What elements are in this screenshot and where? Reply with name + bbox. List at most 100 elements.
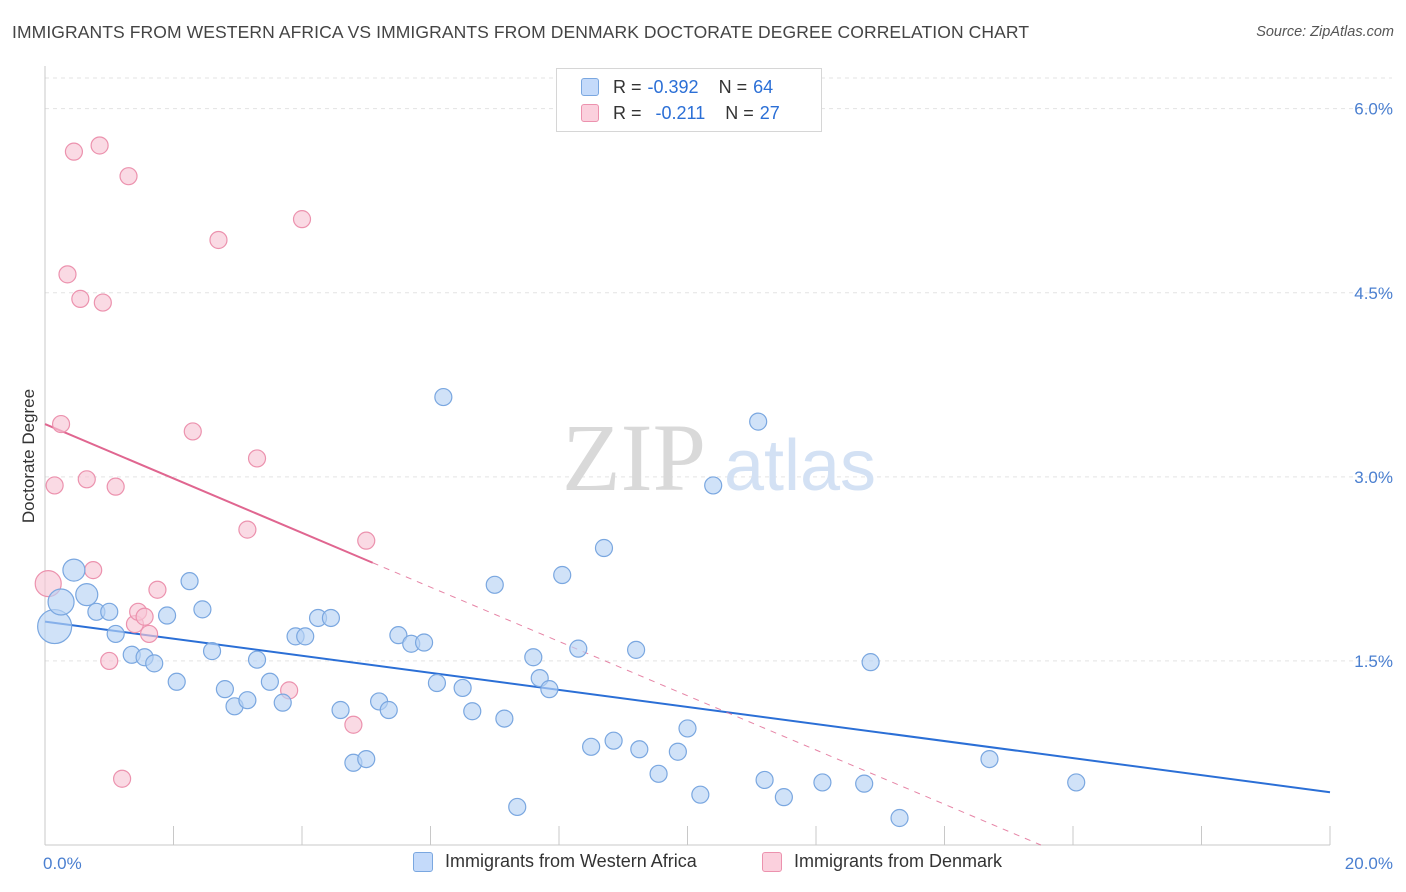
y-tick-label: 6.0% bbox=[1354, 100, 1393, 119]
source-credit: Source: ZipAtlas.com bbox=[1256, 24, 1394, 40]
point-denmark bbox=[84, 561, 103, 580]
point-denmark bbox=[344, 715, 363, 734]
series-swatch-blue bbox=[413, 851, 433, 872]
point-western-africa bbox=[62, 558, 86, 582]
point-western-africa bbox=[157, 606, 177, 625]
point-western-africa bbox=[630, 740, 649, 759]
point-denmark bbox=[148, 580, 167, 599]
y-tick-labels: 1.5% 3.0% 4.5% 6.0% bbox=[1354, 100, 1393, 671]
point-denmark bbox=[71, 289, 90, 308]
point-western-africa bbox=[167, 672, 186, 691]
point-western-africa bbox=[980, 749, 999, 769]
x-tick-labels: 0.0% 20.0% bbox=[43, 854, 1393, 873]
point-denmark bbox=[64, 142, 84, 161]
point-western-africa bbox=[260, 672, 279, 691]
trend-lines bbox=[44, 423, 1331, 846]
point-western-africa bbox=[193, 600, 212, 619]
stats-legend: R = -0.392 N = 64 R = -0.211 N = 27 bbox=[556, 68, 822, 132]
series-legend-western-africa: Immigrants from Western Africa bbox=[413, 851, 697, 872]
point-western-africa bbox=[202, 642, 222, 661]
point-western-africa bbox=[1067, 773, 1086, 792]
point-western-africa bbox=[524, 648, 543, 667]
watermark: ZIP atlas bbox=[562, 404, 876, 511]
point-western-africa bbox=[626, 640, 646, 659]
point-western-africa bbox=[861, 653, 880, 672]
y-axis-label: Doctorate Degree bbox=[19, 389, 38, 523]
point-western-africa bbox=[215, 680, 234, 699]
point-western-africa bbox=[569, 639, 588, 658]
point-denmark bbox=[45, 476, 64, 495]
point-denmark bbox=[119, 167, 138, 186]
point-western-africa bbox=[691, 785, 710, 804]
point-western-africa bbox=[427, 673, 447, 693]
point-western-africa bbox=[389, 626, 408, 645]
point-western-africa bbox=[100, 602, 119, 621]
legend-swatch-blue bbox=[581, 78, 599, 96]
point-denmark bbox=[247, 449, 267, 468]
point-western-africa bbox=[774, 788, 793, 807]
legend-r-label: R = bbox=[613, 102, 642, 123]
legend-row-western-africa: R = -0.392 N = 64 bbox=[581, 75, 773, 99]
series-legend-denmark: Immigrants from Denmark bbox=[762, 851, 1002, 872]
point-western-africa bbox=[553, 565, 572, 585]
trend-line-denmark-extension bbox=[372, 562, 1042, 846]
point-western-africa bbox=[508, 797, 527, 817]
point-western-africa bbox=[357, 749, 376, 769]
point-western-africa bbox=[813, 773, 832, 792]
point-western-africa bbox=[37, 608, 73, 645]
legend-r-value: -0.392 bbox=[647, 76, 699, 97]
x-tick-label-min: 0.0% bbox=[43, 854, 82, 873]
point-denmark bbox=[183, 422, 202, 441]
point-western-africa bbox=[890, 808, 909, 828]
point-western-africa bbox=[321, 608, 341, 628]
point-western-africa bbox=[453, 678, 472, 698]
point-denmark bbox=[77, 470, 96, 489]
legend-swatch-pink bbox=[581, 104, 599, 122]
legend-r-value: -0.211 bbox=[655, 102, 706, 123]
y-tick-label: 1.5% bbox=[1354, 652, 1393, 671]
point-denmark bbox=[100, 651, 119, 671]
point-western-africa bbox=[704, 476, 723, 495]
point-western-africa bbox=[379, 700, 398, 720]
point-western-africa bbox=[145, 654, 164, 673]
point-denmark bbox=[135, 607, 154, 626]
series-name-denmark: Immigrants from Denmark bbox=[794, 851, 1003, 871]
point-western-africa bbox=[594, 538, 614, 558]
point-western-africa bbox=[75, 583, 99, 607]
series-swatch-pink bbox=[762, 851, 782, 872]
point-denmark bbox=[357, 531, 376, 550]
point-western-africa bbox=[749, 412, 768, 431]
legend-n-value: 64 bbox=[753, 76, 774, 97]
trend-line-denmark bbox=[44, 423, 374, 564]
legend-row-denmark: R = -0.211 N = 27 bbox=[581, 101, 780, 125]
point-western-africa bbox=[106, 624, 125, 644]
point-denmark bbox=[112, 769, 132, 788]
series-name-western-africa: Immigrants from Western Africa bbox=[445, 851, 697, 871]
point-denmark bbox=[51, 414, 71, 434]
point-denmark bbox=[139, 624, 159, 644]
point-western-africa bbox=[604, 731, 623, 750]
point-western-africa bbox=[296, 627, 315, 646]
legend-n-value: 27 bbox=[759, 102, 780, 123]
point-denmark bbox=[106, 477, 125, 496]
point-western-africa bbox=[434, 387, 453, 407]
point-western-africa bbox=[463, 702, 482, 721]
point-western-africa bbox=[540, 680, 559, 699]
point-western-africa bbox=[678, 719, 697, 738]
watermark-atlas: atlas bbox=[724, 426, 876, 506]
legend-n-label: N = bbox=[725, 102, 754, 123]
point-western-africa bbox=[331, 700, 350, 720]
x-tick-label-max: 20.0% bbox=[1345, 854, 1393, 873]
point-denmark bbox=[90, 136, 109, 155]
point-western-africa bbox=[414, 633, 434, 652]
data-points bbox=[34, 136, 1086, 828]
point-denmark bbox=[93, 293, 112, 312]
chart-title: IMMIGRANTS FROM WESTERN AFRICA VS IMMIGR… bbox=[12, 22, 1030, 42]
point-western-africa bbox=[47, 588, 75, 616]
grid-lines bbox=[45, 77, 1392, 662]
point-western-africa bbox=[582, 737, 601, 756]
point-western-africa bbox=[247, 650, 267, 669]
point-denmark bbox=[238, 520, 257, 539]
axes bbox=[44, 66, 1331, 846]
